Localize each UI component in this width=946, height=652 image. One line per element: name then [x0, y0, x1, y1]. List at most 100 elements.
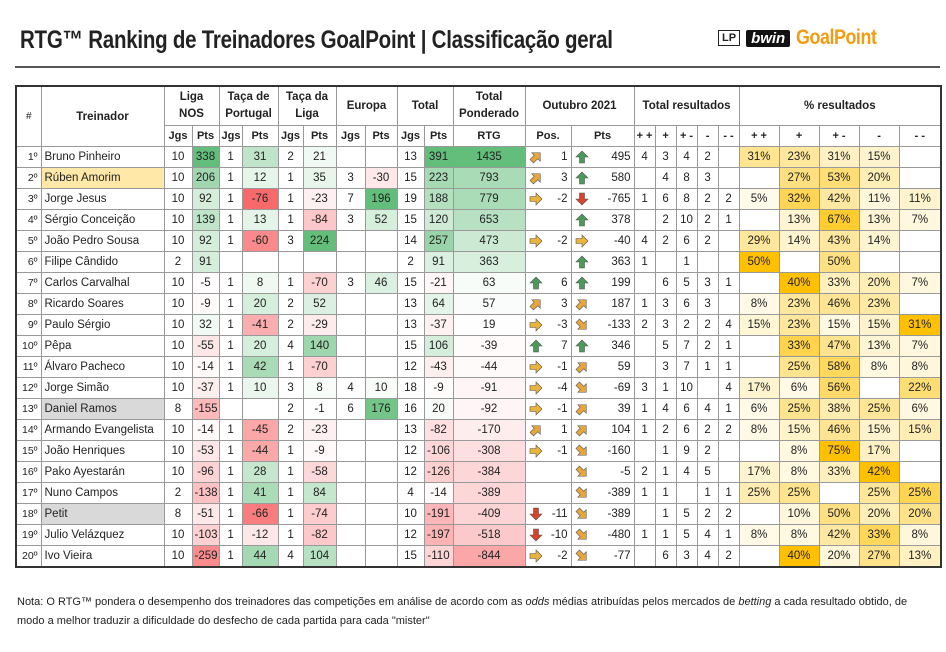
value-cell [858, 251, 900, 273]
value-cell [302, 251, 337, 273]
arrow-shape [575, 234, 588, 248]
value-cell: 1 [717, 482, 740, 504]
value-cell: 2 [675, 314, 698, 336]
value-cell: 22% [898, 377, 942, 399]
arrow-shape [575, 362, 587, 374]
trend-cell: -133 [570, 314, 635, 336]
trend-value: 6 [561, 277, 568, 289]
trend-arrow [528, 507, 543, 521]
trend-cell: 3 [524, 167, 572, 189]
value-cell: 91 [423, 251, 454, 273]
head-sub: - - [717, 125, 740, 147]
trend-box: -77 [572, 549, 633, 563]
value-cell: 1 [633, 398, 656, 420]
value-cell: -29 [302, 314, 337, 336]
value-cell: 10 [396, 503, 425, 525]
value-cell: 1 [654, 377, 677, 399]
trend-value: -389 [607, 487, 631, 499]
table-row: 14º Armando Evangelista 10 -14 1 -45 2 -23 13 -82… [15, 419, 942, 441]
value-cell: 1 [717, 335, 740, 357]
trend-cell [524, 461, 572, 483]
value-cell: -58 [302, 461, 337, 483]
value-cell: 653 [452, 209, 526, 231]
head-sub: Jgs [277, 125, 304, 147]
value-cell: 1 [218, 167, 243, 189]
value-cell: -106 [423, 440, 454, 462]
value-cell: 1 [633, 293, 656, 315]
coach-cell: Paulo Sérgio [40, 314, 165, 336]
trend-value: 199 [611, 277, 631, 289]
value-cell: -9 [423, 377, 454, 399]
trend-box: -2 [526, 549, 570, 563]
value-cell: 3 [654, 293, 677, 315]
trend-value: 39 [617, 403, 631, 415]
value-cell: 8% [738, 524, 780, 546]
logo-lp: LP [718, 30, 741, 46]
value-cell: 2 [654, 230, 677, 252]
value-cell [633, 545, 656, 568]
value-cell: 1 [717, 356, 740, 378]
trend-value: -1 [557, 403, 568, 415]
value-cell: 391 [423, 146, 454, 168]
value-cell: 42% [858, 461, 900, 483]
rank-cell: 15º [15, 440, 42, 462]
trend-value: -389 [607, 508, 631, 520]
value-cell: 1 [218, 314, 243, 336]
value-cell: 23% [858, 293, 900, 315]
trend-value: -1 [557, 361, 568, 373]
head-row: # Treinador Liga NOS Taça de Portugal Taça d… [15, 85, 942, 147]
coach-cell: Daniel Ramos [40, 398, 165, 420]
value-cell: -384 [452, 461, 526, 483]
value-cell: -66 [241, 503, 279, 525]
arrow-shape [529, 234, 542, 248]
value-cell: -92 [452, 398, 526, 420]
note-part: a cada resultado obtido, de modo a melho… [17, 596, 908, 627]
value-cell: -197 [423, 524, 454, 546]
value-cell: 13 [396, 293, 425, 315]
value-cell: -23 [302, 419, 337, 441]
rank-cell: 3º [15, 188, 42, 210]
value-cell [738, 545, 780, 568]
value-cell: 43% [818, 230, 860, 252]
trend-arrow [575, 549, 587, 561]
value-cell: 4 [717, 377, 740, 399]
value-cell: 50% [738, 251, 780, 273]
value-cell: -37 [423, 314, 454, 336]
arrow-shape [574, 255, 589, 269]
value-cell: 11% [858, 188, 900, 210]
value-cell: 1 [654, 503, 677, 525]
value-cell [898, 461, 942, 483]
arrow-shape [528, 276, 543, 290]
value-cell [738, 440, 780, 462]
arrow-shape [575, 299, 587, 311]
value-cell: -55 [191, 335, 220, 357]
value-cell: 10 [163, 440, 193, 462]
value-cell: 1 [277, 272, 304, 294]
trend-value: -77 [613, 550, 631, 562]
value-cell [696, 377, 719, 399]
head-sub: Pts [302, 125, 337, 147]
value-cell: 13% [858, 209, 900, 231]
value-cell: 50% [818, 503, 860, 525]
trend-value: -5 [620, 466, 631, 478]
value-cell: 140 [302, 335, 337, 357]
value-cell: 1 [218, 440, 243, 462]
value-cell [364, 503, 398, 525]
coach-cell: Jorge Simão [40, 377, 165, 399]
value-cell: 6 [675, 398, 698, 420]
table-row: 15º João Henriques 10 -53 1 -44 1 -9 12 -106 -308-… [15, 440, 942, 462]
value-cell: 25% [858, 398, 900, 420]
arrow-shape [575, 318, 587, 330]
value-cell [818, 482, 860, 504]
value-cell: 4 [696, 524, 719, 546]
value-cell: 15% [818, 314, 860, 336]
arrow-shape [574, 213, 589, 227]
table-row: 12º Jorge Simão 10 -37 1 10 3 8 4 10 18 -9 -91 -4 -69 3… [15, 377, 942, 399]
value-cell: 6% [738, 398, 780, 420]
head-group: Outubro 2021 [524, 85, 635, 126]
head-sub: + [654, 125, 677, 147]
trend-value: -4 [557, 382, 568, 394]
value-cell: 92 [191, 230, 220, 252]
trend-box: 378 [572, 213, 633, 227]
value-cell: 42 [241, 356, 279, 378]
